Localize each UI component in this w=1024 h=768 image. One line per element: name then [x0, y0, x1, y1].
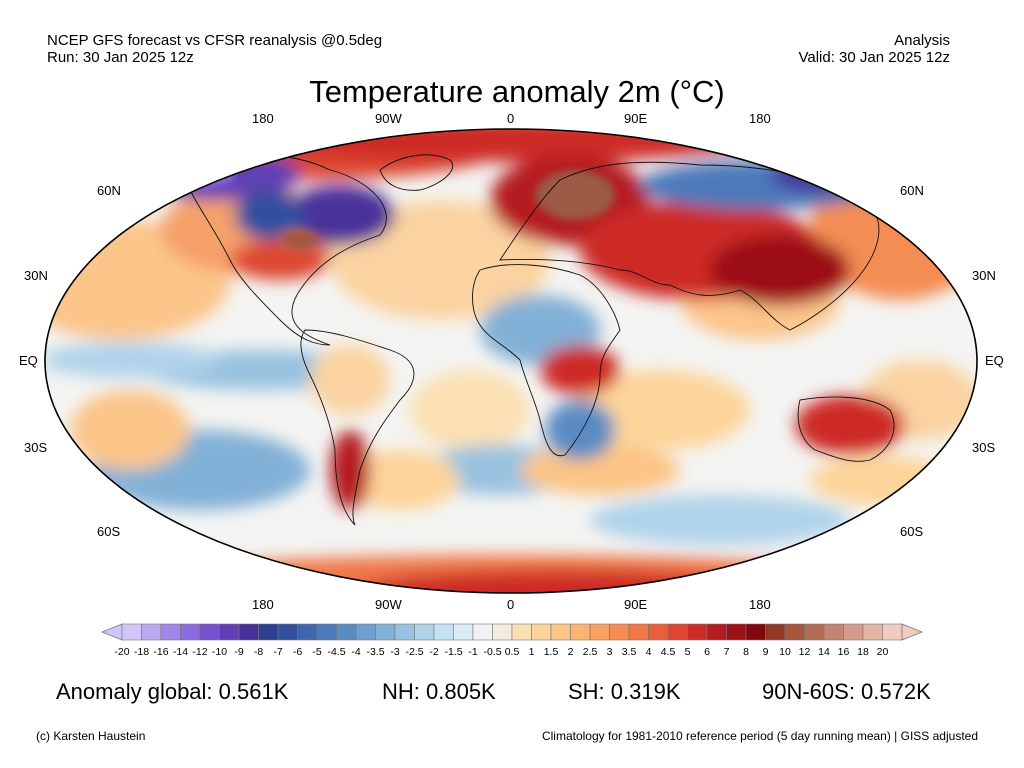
colorbar-tick-label: -14 — [172, 646, 189, 658]
colorbar-tick-label: 1 — [528, 646, 535, 658]
lat-label-30n-right: 30N — [972, 268, 996, 283]
colorbar-tick-label: -0.5 — [483, 646, 502, 658]
colorbar-tick-label: -12 — [192, 646, 208, 658]
colorbar-tick-label: 20 — [876, 646, 889, 658]
lon-label-90w-bottom: 90W — [375, 597, 402, 612]
lon-label-90w-top: 90W — [375, 111, 402, 126]
lat-label-30s-right: 30S — [972, 440, 996, 455]
lon-label-180-right-bottom: 180 — [749, 597, 771, 612]
colorbar-tick-label: 9 — [762, 646, 769, 658]
anomaly-nh-value: NH: 0.805K — [382, 679, 496, 704]
anomaly-global-value: Anomaly global: 0.561K — [56, 679, 289, 704]
lat-label-30s-left: 30S — [24, 440, 48, 455]
lat-label-60s-right: 60S — [900, 524, 924, 539]
colorbar-tick-label: -2.5 — [405, 646, 424, 658]
colorbar-tick-label: -1.5 — [444, 646, 463, 658]
map-title: Temperature anomaly 2m (°C) — [309, 74, 725, 109]
colorbar-tick-label: 6 — [704, 646, 710, 658]
anomaly-sh-value: SH: 0.319K — [568, 679, 681, 704]
colorbar-tick-label: 14 — [818, 646, 830, 658]
model-source-label: NCEP GFS forecast vs CFSR reanalysis @0.… — [47, 32, 383, 49]
valid-time-label: Valid: 30 Jan 2025 12z — [798, 49, 950, 66]
lat-label-60s-left: 60S — [97, 524, 121, 539]
colorbar-tick-label: 1.5 — [543, 646, 559, 658]
colorbar-tick-label: 10 — [779, 646, 791, 658]
colorbar-tick-label: 2.5 — [582, 646, 598, 658]
copyright-credit: (c) Karsten Haustein — [36, 729, 146, 743]
lon-label-180-left-top: 180 — [252, 111, 274, 126]
colorbar-tick-label: 7 — [723, 646, 730, 658]
colorbar-tick-label: 4 — [645, 646, 652, 658]
map-border — [44, 128, 978, 594]
colorbar-tick-label: 3.5 — [621, 646, 637, 658]
lat-label-eq-right: EQ — [985, 353, 1004, 368]
run-time-label: Run: 30 Jan 2025 12z — [47, 49, 194, 66]
colorbar-tick-label: 3 — [606, 646, 613, 658]
coastlines — [189, 154, 895, 526]
lon-label-180-right-top: 180 — [749, 111, 771, 126]
colorbar-tick-label: 0.5 — [504, 646, 520, 658]
colorbar-tick-label: -8 — [253, 646, 264, 658]
colorbar-tick-label: -2 — [429, 646, 439, 658]
lat-label-60n-right: 60N — [900, 183, 924, 198]
colorbar-tick-label: 16 — [837, 646, 850, 658]
colorbar-tick-label: -10 — [211, 646, 228, 658]
colorbar-tick-label: -20 — [114, 646, 130, 658]
lon-label-90e-bottom: 90E — [624, 597, 648, 612]
lon-label-90e-top: 90E — [624, 111, 648, 126]
colorbar-tick-label: -6 — [292, 646, 303, 658]
analysis-label: Analysis — [894, 32, 950, 49]
colorbar-tick-label: -5 — [312, 646, 322, 658]
lat-label-30n-left: 30N — [24, 268, 48, 283]
colorbar-tick-label: -1 — [468, 646, 478, 658]
colorbar-tick-label: -7 — [273, 646, 283, 658]
anomaly-field — [45, 129, 977, 593]
lon-label-0-top: 0 — [507, 111, 515, 126]
colorbar-tick-label: -3 — [390, 646, 400, 658]
colorbar-tick-label: 2 — [567, 646, 574, 658]
colorbar-tick-label: 8 — [743, 646, 749, 658]
colorbar-tick-label: -9 — [234, 646, 244, 658]
colorbar-tick-label: 18 — [857, 646, 869, 658]
colorbar-tick-label: -3.5 — [366, 646, 385, 658]
lon-label-180-left-bottom: 180 — [252, 597, 274, 612]
lat-label-60n-left: 60N — [97, 183, 121, 198]
colorbar-tick-label: 4.5 — [660, 646, 676, 658]
lon-label-0-bottom: 0 — [507, 597, 515, 612]
anomaly-90n-60s-value: 90N-60S: 0.572K — [762, 679, 931, 704]
lat-label-eq-left: EQ — [19, 353, 38, 368]
colorbar-tick-label: -16 — [153, 646, 169, 658]
climatology-note: Climatology for 1981-2010 reference peri… — [541, 729, 978, 743]
colorbar-tick-label: 12 — [798, 646, 811, 658]
colorbar-tick-label: 5 — [684, 646, 691, 658]
colorbar-tick-label: -4.5 — [327, 646, 346, 658]
colorbar-tick-label: -4 — [351, 646, 361, 658]
colorbar-tick-label: -18 — [133, 646, 150, 658]
